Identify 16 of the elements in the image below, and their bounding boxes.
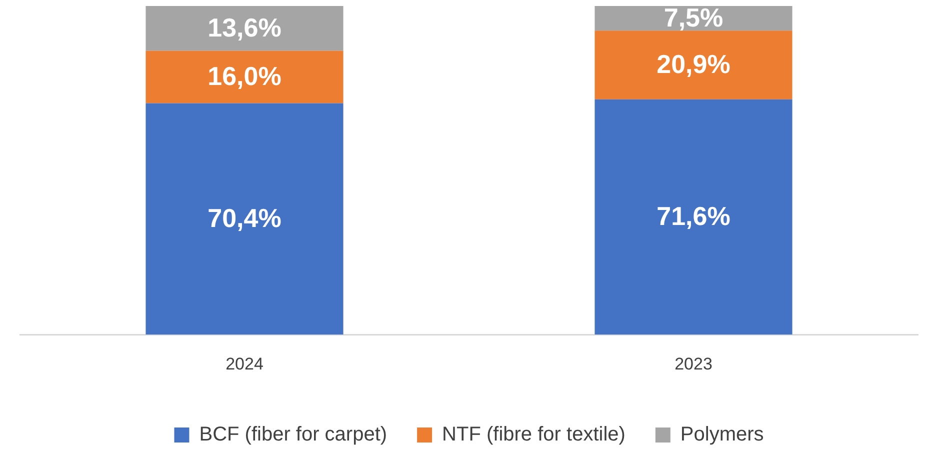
data-label: 13,6%: [208, 12, 282, 43]
data-label: 20,9%: [656, 49, 730, 80]
x-tick-label: 2023: [674, 354, 712, 374]
legend-label: NTF (fibre for textile): [442, 424, 626, 446]
bar: [146, 50, 344, 104]
bar: [146, 103, 344, 335]
data-label: 16,0%: [208, 61, 282, 92]
legend-label: Polymers: [680, 424, 764, 446]
bar: [594, 30, 792, 100]
bar: [594, 99, 792, 335]
bar: [146, 6, 344, 51]
data-label: 70,4%: [208, 203, 282, 234]
data-label: 7,5%: [664, 2, 724, 32]
x-tick-label: 2024: [226, 354, 264, 374]
data-label: 71,6%: [656, 201, 730, 232]
legend-label: BCF (fiber for carpet): [199, 424, 388, 446]
